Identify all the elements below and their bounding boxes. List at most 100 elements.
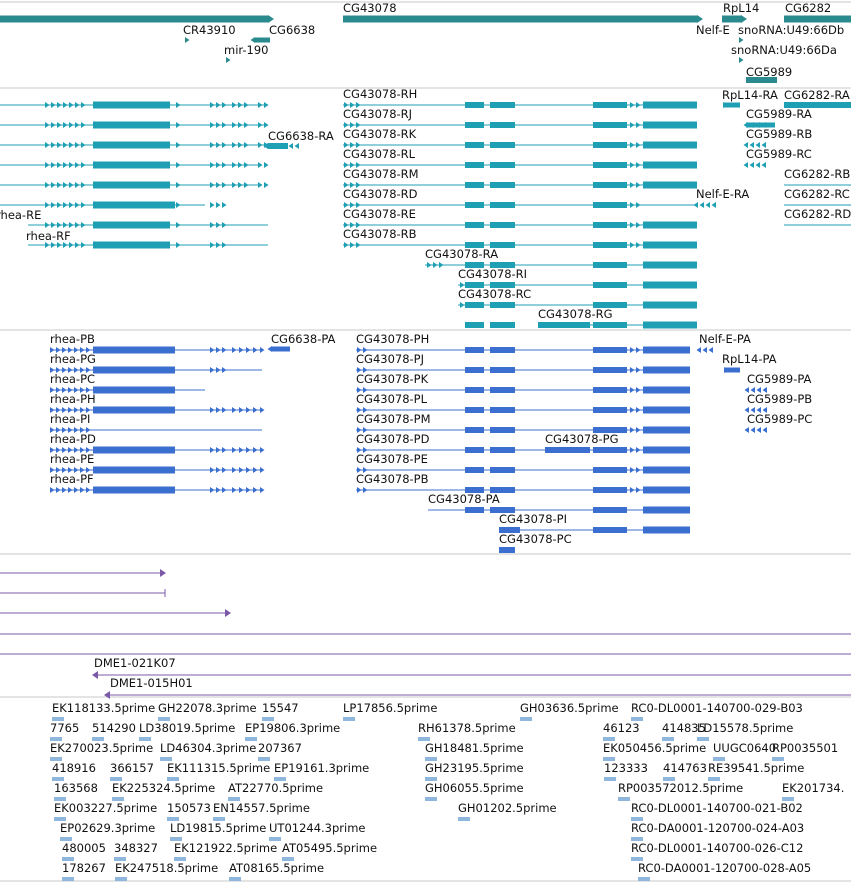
exon-block[interactable]	[604, 777, 616, 781]
exon-block[interactable]	[425, 777, 437, 781]
exon-block[interactable]	[631, 817, 643, 821]
exon-block[interactable]	[465, 407, 484, 413]
exon-block[interactable]	[465, 427, 484, 433]
exon-block[interactable]	[618, 797, 630, 801]
exon-block[interactable]	[725, 367, 740, 373]
exon-block[interactable]	[490, 262, 515, 268]
exon-block[interactable]	[490, 182, 515, 188]
exon-block[interactable]	[112, 797, 124, 801]
exon-block[interactable]	[490, 122, 515, 128]
exon-block[interactable]	[274, 777, 286, 781]
exon-block[interactable]	[593, 202, 627, 208]
exon-block[interactable]	[465, 222, 484, 228]
exon-block[interactable]	[643, 221, 697, 229]
exon-block[interactable]	[228, 797, 240, 801]
exon-block[interactable]	[593, 527, 627, 533]
exon-block[interactable]	[50, 737, 62, 741]
exon-block[interactable]	[139, 737, 151, 741]
exon-block[interactable]	[643, 446, 690, 454]
exon-block[interactable]	[784, 15, 851, 23]
exon-block[interactable]	[54, 817, 66, 821]
exon-block[interactable]	[465, 282, 484, 288]
exon-block[interactable]	[269, 837, 281, 841]
exon-block[interactable]	[593, 242, 627, 248]
exon-block[interactable]	[93, 101, 170, 109]
exon-block[interactable]	[782, 797, 794, 801]
exon-block[interactable]	[490, 202, 515, 208]
exon-block[interactable]	[724, 102, 740, 108]
exon-block[interactable]	[213, 817, 225, 821]
exon-block[interactable]	[593, 182, 627, 188]
exon-block[interactable]	[722, 15, 741, 23]
exon-block[interactable]	[282, 857, 294, 861]
exon-block[interactable]	[663, 777, 675, 781]
exon-block[interactable]	[593, 427, 627, 433]
exon-block[interactable]	[170, 837, 182, 841]
exon-block[interactable]	[746, 122, 775, 128]
exon-block[interactable]	[593, 467, 627, 473]
exon-block[interactable]	[643, 406, 690, 414]
exon-block[interactable]	[662, 737, 674, 741]
exon-block[interactable]	[746, 77, 777, 83]
exon-block[interactable]	[93, 221, 170, 229]
exon-block[interactable]	[643, 301, 697, 309]
exon-block[interactable]	[465, 242, 484, 248]
exon-block[interactable]	[593, 282, 627, 288]
exon-block[interactable]	[167, 777, 179, 781]
exon-block[interactable]	[114, 857, 126, 861]
exon-block[interactable]	[593, 367, 627, 373]
exon-block[interactable]	[593, 322, 627, 328]
exon-block[interactable]	[593, 222, 627, 228]
exon-block[interactable]	[465, 447, 484, 453]
exon-block[interactable]	[643, 261, 697, 269]
exon-block[interactable]	[490, 222, 515, 228]
exon-block[interactable]	[93, 466, 175, 474]
exon-block[interactable]	[465, 507, 484, 513]
exon-block[interactable]	[545, 447, 590, 453]
exon-block[interactable]	[490, 302, 515, 308]
exon-block[interactable]	[490, 387, 515, 393]
exon-block[interactable]	[490, 487, 515, 493]
exon-block[interactable]	[465, 162, 484, 168]
exon-block[interactable]	[458, 817, 470, 821]
exon-block[interactable]	[465, 322, 484, 328]
exon-block[interactable]	[643, 141, 697, 149]
exon-block[interactable]	[772, 757, 784, 761]
exon-block[interactable]	[115, 877, 127, 881]
exon-block[interactable]	[593, 507, 627, 513]
exon-block[interactable]	[465, 262, 484, 268]
exon-block[interactable]	[490, 447, 515, 453]
exon-block[interactable]	[520, 717, 532, 721]
exon-block[interactable]	[643, 466, 690, 474]
exon-block[interactable]	[638, 877, 650, 881]
exon-block[interactable]	[465, 467, 484, 473]
exon-block[interactable]	[643, 101, 697, 109]
exon-block[interactable]	[643, 181, 697, 189]
exon-block[interactable]	[93, 366, 175, 374]
exon-block[interactable]	[499, 547, 515, 553]
exon-block[interactable]	[158, 717, 170, 721]
exon-block[interactable]	[92, 737, 104, 741]
exon-block[interactable]	[93, 446, 175, 454]
exon-block[interactable]	[643, 506, 690, 514]
exon-block[interactable]	[465, 387, 484, 393]
exon-block[interactable]	[418, 737, 430, 741]
exon-block[interactable]	[643, 121, 697, 129]
exon-block[interactable]	[60, 837, 72, 841]
exon-block[interactable]	[490, 102, 515, 108]
exon-block[interactable]	[697, 737, 709, 741]
exon-block[interactable]	[343, 15, 697, 23]
exon-block[interactable]	[593, 102, 627, 108]
exon-block[interactable]	[499, 527, 520, 533]
exon-block[interactable]	[465, 202, 484, 208]
exon-block[interactable]	[262, 717, 274, 721]
exon-block[interactable]	[93, 141, 170, 149]
exon-block[interactable]	[643, 161, 697, 169]
exon-block[interactable]	[643, 321, 697, 329]
exon-block[interactable]	[490, 142, 515, 148]
exon-block[interactable]	[465, 347, 484, 353]
exon-block[interactable]	[93, 486, 175, 494]
exon-block[interactable]	[62, 877, 74, 881]
exon-block[interactable]	[593, 262, 627, 268]
